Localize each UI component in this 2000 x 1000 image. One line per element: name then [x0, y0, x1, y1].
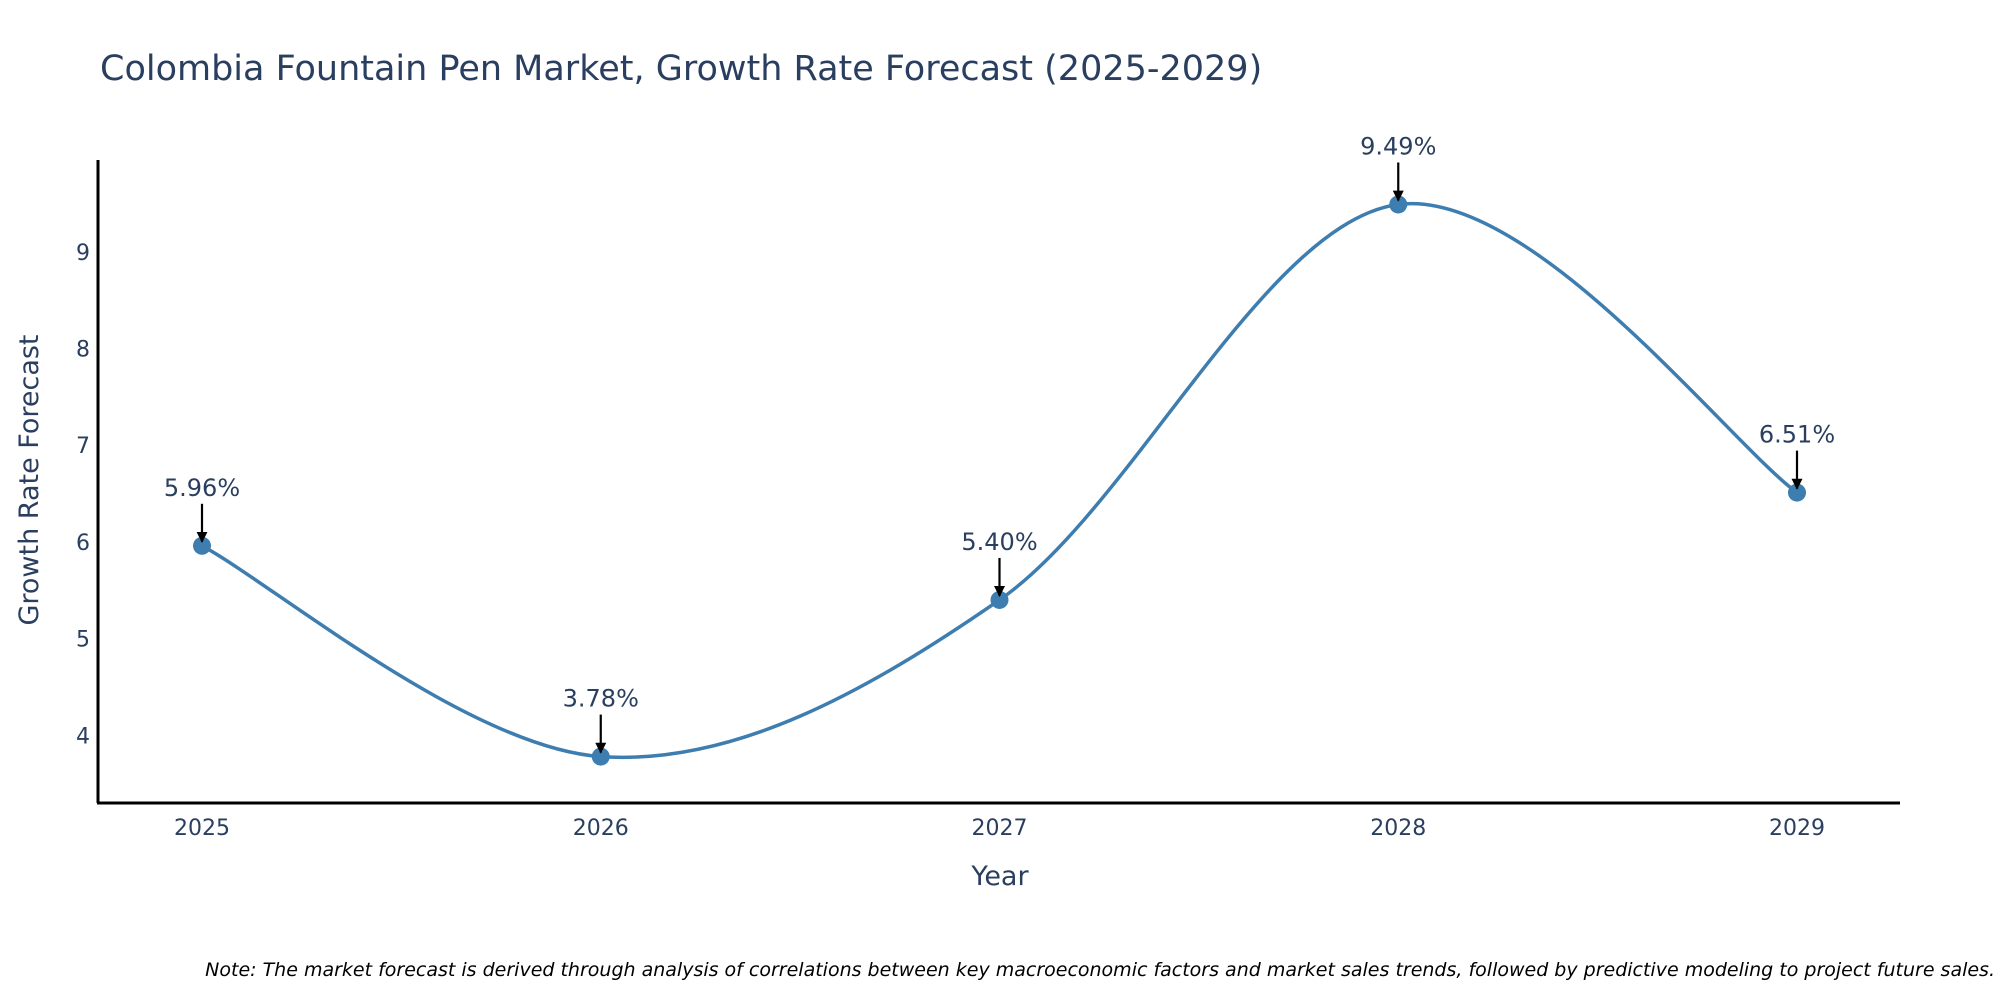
y-tick-label: 8: [76, 338, 90, 363]
plot-area: 4 5 6 7 8 9 2025 2026 2027 2028 2029 5.96% 3.78% 5.40…: [76, 132, 1835, 841]
y-tick-label: 6: [76, 531, 90, 556]
y-tick-label: 7: [76, 434, 90, 459]
y-tick-label: 5: [76, 628, 90, 653]
data-label: 3.78%: [563, 685, 639, 713]
footnote: Note: The market forecast is derived thr…: [205, 959, 1995, 981]
x-tick-label: 2025: [174, 816, 230, 841]
x-axis-title: Year: [970, 861, 1029, 892]
chart-title: Colombia Fountain Pen Market, Growth Rat…: [100, 49, 1262, 89]
y-tick-label: 4: [76, 724, 90, 749]
series-line: [200, 201, 1799, 760]
data-label: 9.49%: [1360, 132, 1436, 160]
x-tick-label: 2027: [972, 816, 1028, 841]
data-label: 5.96%: [164, 474, 240, 502]
x-tick-label: 2029: [1769, 816, 1825, 841]
x-tick-label: 2026: [573, 816, 629, 841]
x-tick-label: 2028: [1370, 816, 1426, 841]
y-axis-title: Growth Rate Forecast: [14, 334, 45, 625]
y-tick-label: 9: [76, 241, 90, 266]
data-label: 6.51%: [1759, 421, 1835, 449]
data-label: 5.40%: [961, 528, 1037, 556]
